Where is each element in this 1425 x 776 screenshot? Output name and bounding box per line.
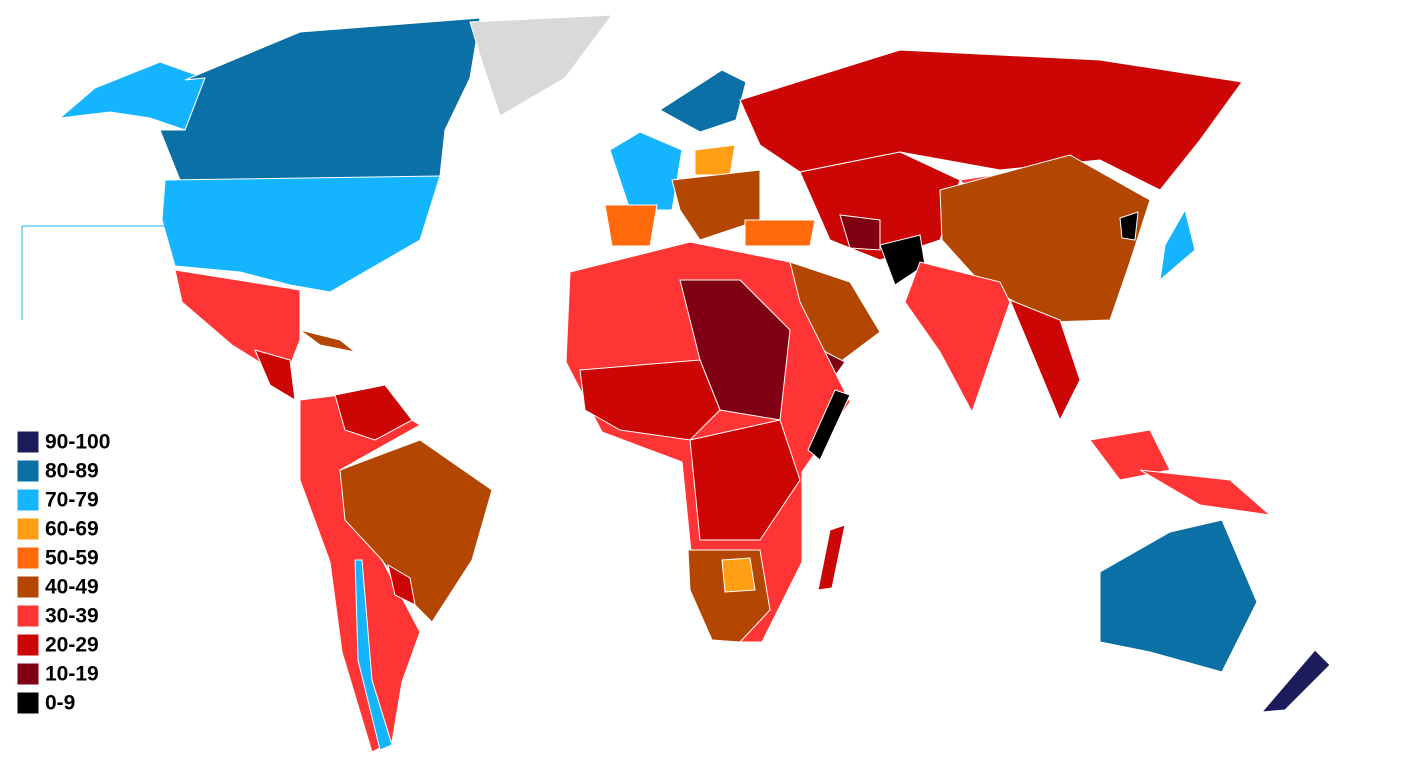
country	[839, 214, 881, 251]
legend-label: 60-69	[45, 518, 99, 541]
legend-swatch	[16, 662, 40, 686]
legend-label: 90-100	[45, 431, 110, 454]
legend-label: 70-79	[45, 489, 99, 512]
country	[1099, 519, 1258, 673]
legend: 90-100 80-89 70-79 60-69 50-59 40-49 30-39 20-2…	[16, 430, 110, 715]
legend-label: 0-9	[45, 692, 75, 715]
country	[387, 563, 416, 606]
legend-swatch	[16, 604, 40, 628]
legend-swatch	[16, 459, 40, 483]
greenland	[469, 14, 614, 117]
legend-swatch	[16, 488, 40, 512]
country	[1009, 299, 1081, 422]
country	[689, 419, 801, 541]
country	[744, 219, 816, 247]
country	[739, 49, 1243, 191]
country	[671, 169, 761, 241]
legend-label: 30-39	[45, 605, 99, 628]
country	[161, 175, 441, 293]
legend-label: 50-59	[45, 547, 99, 570]
legend-swatch	[16, 517, 40, 541]
legend-swatch	[16, 546, 40, 570]
country	[904, 261, 1011, 414]
legend-label: 80-89	[45, 460, 99, 483]
country	[1089, 429, 1171, 481]
country	[799, 151, 961, 261]
country	[339, 439, 493, 623]
countries	[21, 14, 1331, 753]
country	[721, 557, 756, 593]
country	[354, 559, 393, 751]
country	[1139, 469, 1272, 516]
country	[1159, 208, 1196, 282]
legend-swatch	[16, 430, 40, 454]
country	[817, 524, 846, 591]
country	[807, 389, 851, 461]
legend-label: 40-49	[45, 576, 99, 599]
legend-swatch	[16, 691, 40, 715]
country	[334, 384, 413, 441]
country	[694, 144, 736, 176]
legend-swatch	[16, 633, 40, 657]
legend-label: 10-19	[45, 663, 99, 686]
country	[254, 349, 296, 401]
country	[1260, 649, 1331, 713]
legend-swatch	[16, 575, 40, 599]
country	[1119, 211, 1139, 241]
country	[604, 204, 658, 247]
country	[299, 329, 356, 353]
legend-label: 20-29	[45, 634, 99, 657]
